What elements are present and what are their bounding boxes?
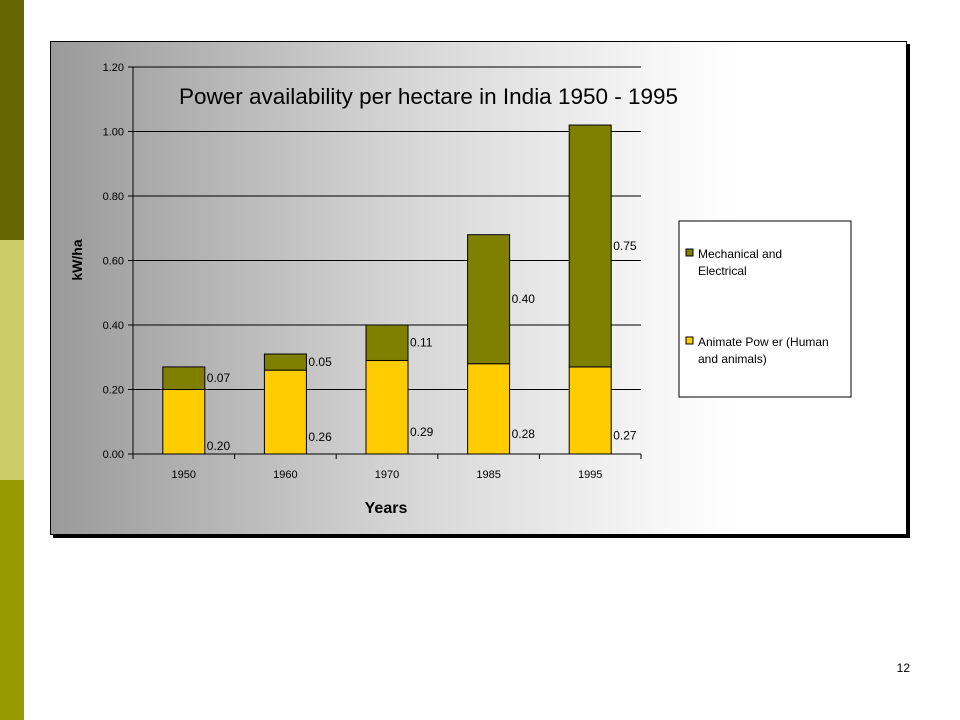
legend: Mechanical and Electrical Animate Pow er (… (678, 220, 852, 398)
legend-swatch (685, 336, 694, 345)
bar-segment (568, 124, 612, 368)
bar-segment (263, 353, 307, 371)
data-label: 0.27 (613, 428, 637, 442)
y-tick-label: 1.20 (103, 62, 124, 74)
chart-title: Power availability per hectare in India … (179, 84, 678, 109)
labels-layer: 0.00 0.20 0.40 0.60 0.80 1.00 1.20 0.20 0.07 1950… (103, 62, 637, 481)
y-tick-label: 0.00 (103, 449, 124, 461)
x-axis-title: Years (365, 500, 408, 517)
page-number: 12 (896, 661, 910, 675)
x-tick-label: 1960 (273, 469, 297, 481)
data-label: 0.40 (512, 292, 536, 306)
bar-segment (162, 389, 206, 455)
bar-segment (568, 366, 612, 455)
y-tick-label: 1.00 (103, 127, 124, 139)
bar-segment (467, 363, 511, 455)
legend-label: and animals) (698, 352, 767, 366)
y-tick-label: 0.40 (103, 320, 124, 332)
y-axis-title: kW/ha (69, 239, 85, 280)
bar-segment (365, 359, 409, 455)
data-label: 0.20 (207, 439, 231, 453)
legend-label: Animate Pow er (Human (698, 335, 829, 349)
legend-label: Electrical (698, 264, 747, 278)
slide-accent-bar-top (0, 0, 24, 240)
bar-segment (365, 324, 409, 361)
slide-accent-bar-middle (0, 240, 24, 480)
data-label: 0.11 (410, 336, 433, 350)
bar-segment (162, 366, 206, 390)
x-tick-label: 1985 (476, 469, 500, 481)
data-label: 0.75 (613, 239, 637, 253)
data-label: 0.29 (410, 425, 434, 439)
data-label: 0.26 (308, 430, 332, 444)
legend-items: Mechanical and Electrical Animate Pow er (… (685, 247, 829, 366)
slide-accent-bar-bottom (0, 480, 24, 720)
bar-segment (467, 234, 511, 365)
legend-label: Mechanical and (698, 247, 782, 261)
legend-swatch (685, 248, 694, 257)
legend-box (678, 220, 852, 398)
data-label: 0.05 (308, 355, 332, 369)
x-tick-label: 1970 (375, 469, 399, 481)
x-tick-label: 1950 (172, 469, 196, 481)
y-tick-label: 0.60 (103, 256, 124, 268)
data-label: 0.28 (512, 427, 536, 441)
bars-layer (162, 124, 612, 455)
data-label: 0.07 (207, 371, 231, 385)
y-tick-label: 0.80 (103, 191, 124, 203)
bar-segment (263, 369, 307, 455)
x-tick-label: 1995 (578, 469, 602, 481)
y-tick-label: 0.20 (103, 385, 124, 397)
axis-layer (128, 66, 642, 459)
